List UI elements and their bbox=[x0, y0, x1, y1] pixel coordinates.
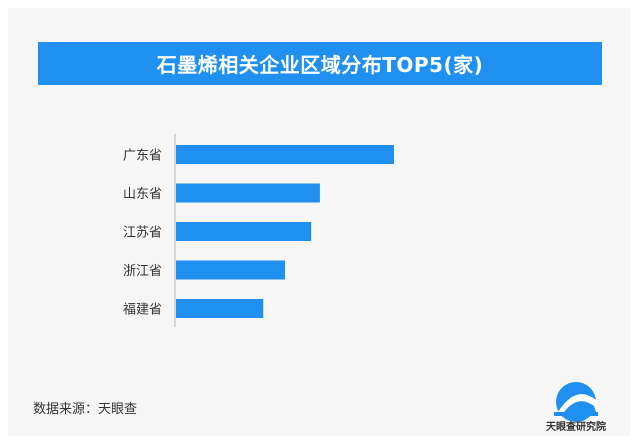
bar-1 bbox=[176, 145, 394, 164]
logo-text: 天眼查研究院 bbox=[546, 422, 606, 433]
category-label-4: 浙江省 bbox=[123, 264, 162, 279]
bar-3 bbox=[176, 222, 312, 241]
category-label-1: 广东省 bbox=[123, 149, 162, 164]
bar-5 bbox=[176, 299, 264, 318]
bar-4 bbox=[176, 260, 285, 280]
data-source: 数据来源：天眼查 bbox=[33, 402, 138, 417]
category-label-2: 山东省 bbox=[123, 187, 162, 202]
tianyancha-logo: 天眼查研究院 bbox=[540, 378, 612, 434]
category-label-5: 福建省 bbox=[123, 303, 162, 318]
bar-2 bbox=[176, 183, 320, 203]
chart-title: 石墨烯相关企业区域分布TOP5(家) bbox=[38, 42, 602, 85]
bars-group bbox=[176, 145, 394, 318]
logo-icon bbox=[554, 382, 600, 422]
category-label-3: 江苏省 bbox=[123, 225, 162, 241]
